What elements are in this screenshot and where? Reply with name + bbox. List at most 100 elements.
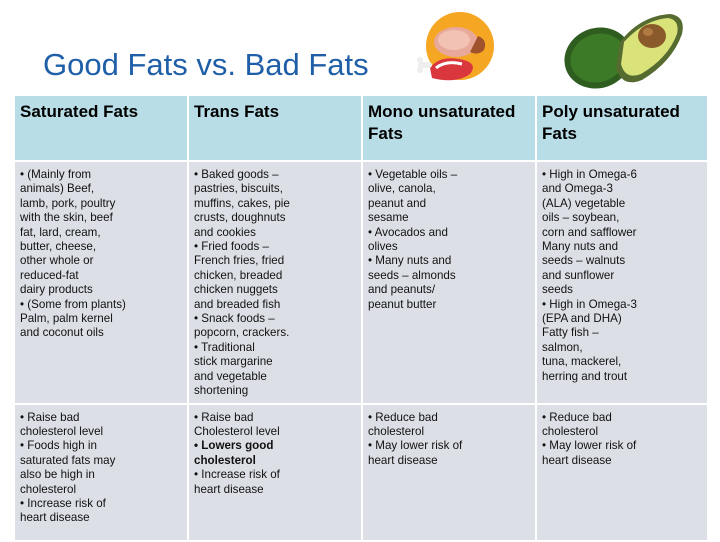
- cell-line: herring and trout: [542, 369, 628, 383]
- cell-line: cholesterol: [20, 482, 77, 496]
- header-poly-unsaturated-fats: Poly unsaturated Fats: [535, 94, 709, 162]
- fats-comparison-table: Saturated Fats Trans Fats Mono unsaturat…: [13, 94, 709, 542]
- cell-line: and cookies: [194, 225, 256, 239]
- cell-line: and Omega-3: [542, 182, 613, 196]
- cell-line: • Reduce bad: [368, 410, 438, 424]
- cell-line: • Many nuts and: [368, 254, 452, 268]
- header-text: Fats: [542, 124, 577, 143]
- cell-line: • Foods high in: [20, 439, 97, 453]
- cell-line: seeds – almonds: [368, 268, 456, 282]
- cell-line: cholesterol: [542, 424, 599, 438]
- trans-effects-cell: • Raise bad Cholesterol level • Lowers g…: [187, 402, 363, 542]
- cell-line: also be high in: [20, 468, 95, 482]
- trans-foods-cell: • Baked goods – pastries, biscuits, muff…: [187, 160, 363, 405]
- cell-line: • Reduce bad: [542, 410, 612, 424]
- cell-line: • Raise bad: [20, 410, 80, 424]
- cell-line: cholesterol: [368, 424, 425, 438]
- poly-foods-cell: • High in Omega-6 and Omega-3 (ALA) vege…: [535, 160, 709, 405]
- cell-line: heart disease: [20, 511, 90, 525]
- cell-line: seeds – walnuts: [542, 254, 626, 268]
- foods-row: • (Mainly from animals) Beef, lamb, pork…: [13, 160, 709, 405]
- cell-line: • Snack foods –: [194, 312, 275, 326]
- cell-line: stick margarine: [194, 355, 273, 369]
- cell-line: with the skin, beef: [20, 211, 113, 225]
- cell-line: • Vegetable oils –: [368, 168, 458, 181]
- saturated-foods-cell: • (Mainly from animals) Beef, lamb, pork…: [13, 160, 189, 405]
- header-mono-unsaturated-fats: Mono unsaturated Fats: [361, 94, 537, 162]
- cell-line-emphasis: • Lowers good: [194, 439, 274, 453]
- cell-line: Palm, palm kernel: [20, 312, 113, 326]
- cell-line: fat, lard, cream,: [20, 225, 101, 239]
- cell-line: (ALA) vegetable: [542, 196, 626, 210]
- cell-line: • (Mainly from: [20, 168, 92, 181]
- cell-line: corn and safflower: [542, 225, 637, 239]
- cell-line: crusts, doughnuts: [194, 211, 286, 225]
- cell-line: • (Some from plants): [20, 297, 126, 311]
- cell-line: peanut butter: [368, 297, 437, 311]
- cell-line: cholesterol level: [20, 424, 104, 438]
- cell-line: • Increase risk of: [194, 468, 280, 482]
- cell-line: Fatty fish –: [542, 326, 599, 340]
- cell-line: and peanuts/: [368, 283, 436, 297]
- cell-line: shortening: [194, 384, 249, 398]
- cell-line: (EPA and DHA): [542, 312, 622, 326]
- saturated-effects-cell: • Raise bad cholesterol level • Foods hi…: [13, 402, 189, 542]
- cell-line: popcorn, crackers.: [194, 326, 290, 340]
- cell-line: olive, canola,: [368, 182, 436, 196]
- cell-line: French fries, fried: [194, 254, 285, 268]
- cell-line: and coconut oils: [20, 326, 104, 340]
- cell-line: dairy products: [20, 283, 93, 297]
- header-text: Fats: [368, 124, 403, 143]
- cell-line-emphasis: cholesterol: [194, 453, 256, 467]
- cell-line: saturated fats may: [20, 453, 116, 467]
- cell-line: chicken nuggets: [194, 283, 278, 297]
- cell-line: • Avocados and: [368, 225, 448, 239]
- cell-line: • Increase risk of: [20, 496, 106, 510]
- cell-line: • Fried foods –: [194, 240, 269, 254]
- header-text: Saturated Fats: [20, 102, 139, 121]
- cell-line: Cholesterol level: [194, 424, 280, 438]
- cell-line: and sunflower: [542, 268, 615, 282]
- cell-line: Many nuts and: [542, 240, 619, 254]
- cell-line: seeds: [542, 283, 573, 297]
- cell-line: pastries, biscuits,: [194, 182, 283, 196]
- header-saturated-fats: Saturated Fats: [13, 94, 189, 162]
- cell-line: other whole or: [20, 254, 94, 268]
- cell-line: • May lower risk of: [368, 439, 463, 453]
- header-text: Mono unsaturated: [368, 102, 516, 121]
- avocado-icon: [564, 14, 683, 89]
- cell-line: • Raise bad: [194, 410, 254, 424]
- cell-line: • Baked goods –: [194, 168, 279, 181]
- cell-line: • High in Omega-6: [542, 168, 637, 181]
- cell-line: tuna, mackerel,: [542, 355, 622, 369]
- header-text: Trans Fats: [194, 102, 280, 121]
- header-trans-fats: Trans Fats: [187, 94, 363, 162]
- cell-line: chicken, breaded: [194, 268, 283, 282]
- cell-line: lamb, pork, poultry: [20, 196, 116, 210]
- cell-line: heart disease: [542, 453, 612, 467]
- cell-line: and vegetable: [194, 369, 267, 383]
- cell-line: salmon,: [542, 340, 583, 354]
- cell-line: peanut and: [368, 196, 427, 210]
- cell-line: butter, cheese,: [20, 240, 97, 254]
- cell-line: olives: [368, 240, 398, 254]
- cell-line: animals) Beef,: [20, 182, 95, 196]
- cell-line: • May lower risk of: [542, 439, 637, 453]
- cell-line: heart disease: [368, 453, 438, 467]
- poly-effects-cell: • Reduce bad cholesterol • May lower ris…: [535, 402, 709, 542]
- effects-row: • Raise bad cholesterol level • Foods hi…: [13, 402, 709, 542]
- mono-foods-cell: • Vegetable oils – olive, canola, peanut…: [361, 160, 537, 405]
- cell-line: sesame: [368, 211, 409, 225]
- header-text: Poly unsaturated: [542, 102, 680, 121]
- cell-line: muffins, cakes, pie: [194, 196, 290, 210]
- page-title: Good Fats vs. Bad Fats: [43, 47, 369, 82]
- header-row: Saturated Fats Trans Fats Mono unsaturat…: [13, 94, 709, 162]
- cell-line: oils – soybean,: [542, 211, 620, 225]
- meat-icon: [417, 12, 494, 81]
- cell-line: • High in Omega-3: [542, 297, 637, 311]
- cell-line: reduced-fat: [20, 268, 79, 282]
- cell-line: and breaded fish: [194, 297, 281, 311]
- mono-effects-cell: • Reduce bad cholesterol • May lower ris…: [361, 402, 537, 542]
- cell-line: heart disease: [194, 482, 264, 496]
- cell-line: • Traditional: [194, 340, 255, 354]
